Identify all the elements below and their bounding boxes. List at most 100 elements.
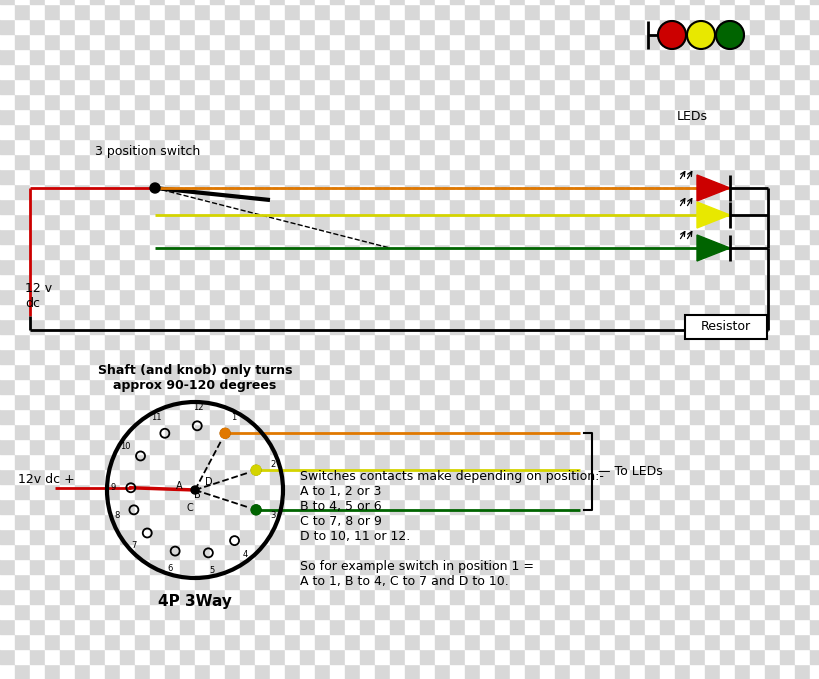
Bar	[479, 0, 495, 4]
Bar	[45, 199, 60, 214]
Bar	[479, 19, 495, 34]
Bar	[0, 634, 15, 649]
Bar	[75, 409, 90, 424]
Bar	[659, 94, 674, 109]
Bar	[285, 0, 300, 4]
Bar	[45, 154, 60, 169]
Text: 12: 12	[192, 403, 203, 412]
Bar	[390, 589, 405, 604]
Bar	[374, 394, 390, 409]
Bar	[165, 409, 180, 424]
Bar	[269, 79, 285, 94]
Bar	[75, 304, 90, 319]
Bar	[524, 634, 540, 649]
Bar	[0, 514, 15, 529]
Bar	[195, 49, 210, 64]
Bar	[464, 379, 479, 394]
Bar	[764, 19, 779, 34]
Bar	[674, 484, 689, 499]
Bar	[60, 169, 75, 184]
Bar	[269, 514, 285, 529]
Bar	[210, 259, 224, 274]
Bar	[719, 634, 734, 649]
Bar	[329, 619, 345, 634]
Bar	[285, 274, 300, 289]
Bar	[300, 319, 314, 334]
Bar	[75, 394, 90, 409]
Text: Shaft (and knob) only turns
approx 90-120 degrees: Shaft (and knob) only turns approx 90-12…	[97, 364, 292, 392]
Bar	[704, 604, 719, 619]
Bar	[210, 0, 224, 4]
Bar	[0, 379, 15, 394]
Bar	[390, 634, 405, 649]
Bar	[764, 154, 779, 169]
Bar	[450, 424, 464, 439]
Bar	[614, 634, 629, 649]
Bar	[629, 379, 645, 394]
Circle shape	[657, 21, 686, 49]
Bar	[749, 349, 764, 364]
Bar	[764, 244, 779, 259]
Bar	[15, 214, 30, 229]
Bar	[434, 274, 450, 289]
Bar	[390, 379, 405, 394]
Bar	[659, 454, 674, 469]
Bar	[210, 349, 224, 364]
Bar	[509, 169, 524, 184]
Bar	[345, 514, 360, 529]
Bar	[75, 559, 90, 574]
Bar	[405, 274, 419, 289]
Bar	[569, 574, 584, 589]
Bar	[0, 439, 15, 454]
Bar	[120, 394, 135, 409]
Bar	[645, 439, 659, 454]
Bar	[105, 154, 120, 169]
Bar	[419, 529, 434, 544]
Bar	[45, 649, 60, 664]
Bar	[90, 244, 105, 259]
Bar	[809, 0, 819, 4]
Bar	[659, 124, 674, 139]
Bar	[569, 439, 584, 454]
Bar	[689, 64, 704, 79]
Bar	[314, 499, 329, 514]
Bar	[495, 514, 509, 529]
Bar	[674, 0, 689, 4]
Bar	[269, 484, 285, 499]
Bar	[255, 604, 269, 619]
Bar	[285, 184, 300, 199]
Bar	[60, 4, 75, 19]
Bar	[300, 514, 314, 529]
Bar	[540, 529, 554, 544]
Bar	[405, 154, 419, 169]
Bar	[255, 634, 269, 649]
Bar	[434, 634, 450, 649]
Bar	[674, 544, 689, 559]
Bar	[360, 349, 374, 364]
Bar	[434, 64, 450, 79]
Bar	[645, 364, 659, 379]
Bar	[90, 439, 105, 454]
Bar	[15, 559, 30, 574]
Bar	[704, 319, 719, 334]
Bar	[524, 469, 540, 484]
Bar	[255, 664, 269, 679]
Bar	[809, 289, 819, 304]
Bar	[734, 319, 749, 334]
Bar	[434, 439, 450, 454]
Bar	[255, 229, 269, 244]
Bar	[584, 139, 600, 154]
Bar	[779, 574, 794, 589]
Bar	[719, 274, 734, 289]
Bar	[809, 199, 819, 214]
Bar	[285, 349, 300, 364]
Bar	[180, 259, 195, 274]
Bar	[60, 184, 75, 199]
Bar	[629, 514, 645, 529]
Bar	[255, 184, 269, 199]
Bar	[479, 634, 495, 649]
Bar	[524, 289, 540, 304]
Bar	[210, 544, 224, 559]
Bar	[689, 559, 704, 574]
Bar	[629, 79, 645, 94]
